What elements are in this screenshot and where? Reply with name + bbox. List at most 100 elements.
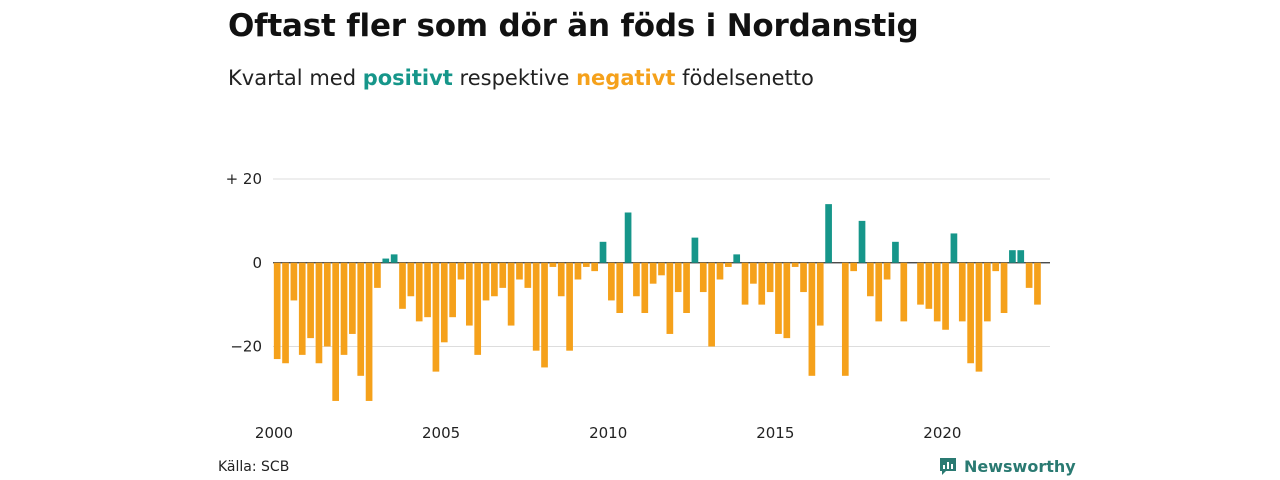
bar-positive [1017, 250, 1025, 263]
bar-negative [867, 262, 874, 297]
bar-negative [582, 262, 590, 267]
bar-negative [541, 262, 548, 368]
bar-negative [365, 262, 373, 401]
chart-title: Oftast fler som dör än föds i Nordanstig [228, 8, 919, 44]
bar-positive [390, 254, 398, 263]
brand-name: Newsworthy [964, 456, 1076, 476]
bars [273, 204, 1041, 401]
bar-negative [808, 262, 816, 376]
bar-negative [724, 262, 732, 267]
bar-negative [633, 262, 640, 297]
bar-positive [858, 220, 866, 263]
bar-negative [658, 262, 665, 276]
bar-negative [975, 262, 983, 372]
x-tick-label: 2020 [923, 424, 961, 442]
bar-negative [432, 262, 440, 372]
bar-negative [407, 262, 415, 297]
bar-negative [574, 262, 582, 280]
bar-negative [900, 262, 908, 322]
bar-negative [340, 262, 348, 355]
bar-positive [382, 258, 390, 263]
bar-negative [1000, 262, 1008, 313]
bar-positive [950, 233, 958, 263]
bar-negative [349, 262, 356, 334]
subtitle-positive-label: positivt [362, 66, 453, 90]
bar-negative [933, 262, 941, 322]
bar-positive [892, 241, 899, 263]
bar-negative [741, 262, 749, 305]
bar-negative [474, 262, 482, 355]
bar-negative [791, 262, 799, 267]
bar-negative [524, 262, 532, 288]
bar-negative [992, 262, 1000, 272]
bar-negative [641, 262, 649, 313]
bar-negative [465, 262, 473, 326]
bar-negative [958, 262, 966, 322]
bar-negative [557, 262, 565, 297]
brand: Newsworthy [938, 456, 1076, 476]
bar-negative [491, 262, 498, 297]
x-tick-label: 2015 [756, 424, 794, 442]
bar-negative [608, 262, 615, 301]
bar-negative [482, 262, 490, 301]
bar-negative [674, 262, 682, 293]
bar-negative [925, 262, 933, 309]
bar-positive [825, 204, 832, 263]
bar-positive [624, 212, 632, 263]
bar-negative [875, 262, 883, 322]
x-tick-label: 2000 [255, 424, 293, 442]
bar-negative [917, 262, 924, 305]
bar-negative [315, 262, 323, 364]
y-tick-label: + 20 [226, 170, 262, 188]
bar-negative [499, 262, 507, 288]
bar-negative [282, 262, 289, 364]
chart-subtitle: Kvartal med positivt respektive negativt… [228, 66, 814, 90]
bar-negative [708, 262, 715, 347]
y-tick-label: 0 [252, 254, 262, 272]
bar-negative [374, 262, 381, 288]
bar-negative [357, 262, 365, 376]
bar-negative [775, 262, 782, 334]
x-tick-label: 2005 [422, 424, 460, 442]
bar-negative [323, 262, 331, 347]
bar-negative [507, 262, 515, 326]
bar-negative [532, 262, 540, 351]
bar-positive [599, 241, 607, 263]
bar-positive [691, 237, 699, 263]
bar-negative [967, 262, 974, 364]
bar-negative [440, 262, 448, 343]
y-tick-label: −20 [230, 338, 262, 356]
bar-positive [1009, 250, 1016, 263]
subtitle-middle: respektive [459, 66, 570, 90]
bar-negative [800, 262, 807, 293]
bar-negative [699, 262, 707, 293]
bar-negative [516, 262, 523, 280]
bar-negative [449, 262, 456, 318]
bar-positive [733, 254, 741, 263]
bar-negative [783, 262, 791, 339]
bar-negative [766, 262, 774, 293]
source-note: Källa: SCB [218, 459, 290, 475]
bar-negative [298, 262, 306, 355]
subtitle-before: Kvartal med [228, 66, 357, 90]
bar-negative [616, 262, 624, 313]
newsworthy-logo-icon [940, 458, 956, 475]
bar-negative [399, 262, 406, 309]
bar-negative [290, 262, 298, 301]
bar-negative [983, 262, 991, 322]
bar-negative [273, 262, 281, 360]
bar-negative [424, 262, 431, 318]
bar-negative [716, 262, 724, 280]
bar-negative [457, 262, 465, 280]
bar-negative [566, 262, 573, 351]
bar-negative [666, 262, 674, 334]
bar-negative [549, 262, 557, 267]
bar-negative [683, 262, 690, 313]
bar-negative [415, 262, 423, 322]
subtitle-after: födelsenetto [682, 66, 814, 90]
subtitle-negative-label: negativt [576, 66, 676, 90]
x-tick-label: 2010 [589, 424, 627, 442]
bar-negative [942, 262, 949, 330]
bar-negative [750, 262, 757, 284]
